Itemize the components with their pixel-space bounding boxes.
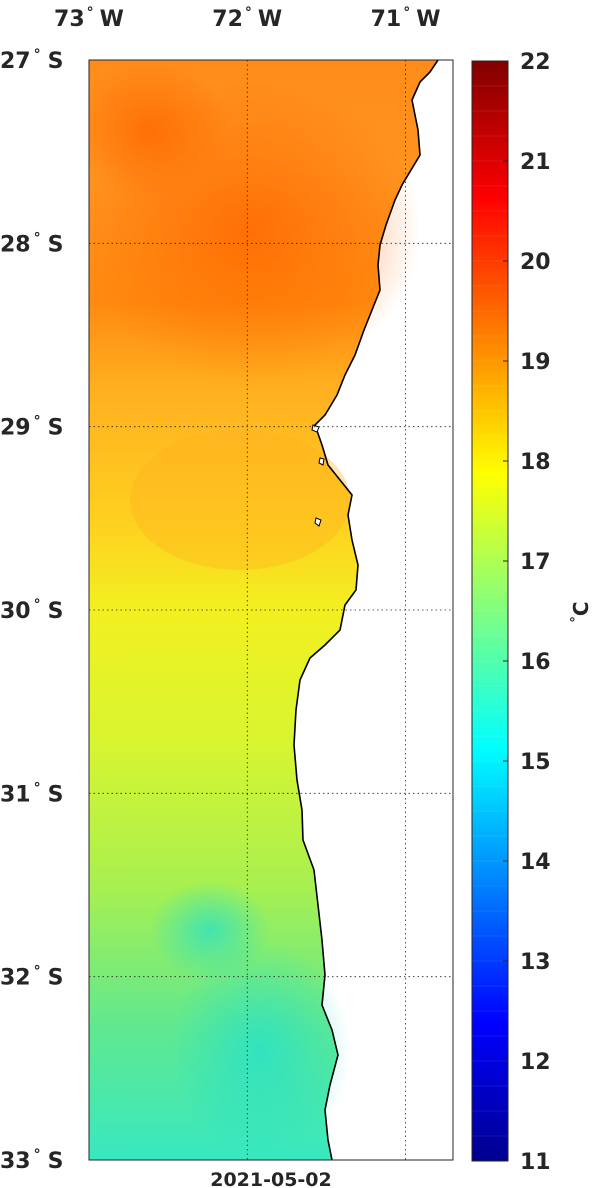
colorbar-frame <box>471 60 509 1162</box>
warm-anomaly <box>130 430 350 570</box>
lat-tick-labels: 27 ° S 28 ° S 29 ° S 30 ° S 31 ° S 32 ° S 33 ° S <box>0 47 63 1174</box>
island <box>314 517 322 527</box>
graticule <box>89 60 453 1160</box>
colorbar-tick-label: 11 <box>520 1150 551 1175</box>
colorbar-tick-label: 15 <box>520 750 551 775</box>
island <box>318 457 325 466</box>
colorbar-tick-label: 12 <box>520 1050 551 1075</box>
lon-tick-label: 73 ° W <box>54 5 124 32</box>
lat-tick-label: 32 ° S <box>0 964 63 991</box>
lat-tick-label: 33 ° S <box>0 1147 63 1174</box>
colorbar-fill <box>472 61 508 1161</box>
colorbar: 22 21 20 19 18 17 16 15 14 13 12 11 °C <box>471 50 593 1175</box>
colorbar-tick-label: 18 <box>520 450 551 475</box>
lon-tick-labels: 73 ° W 72 ° W 71 ° W <box>54 5 440 32</box>
coastline <box>293 60 439 1160</box>
warm-anomaly <box>89 60 230 200</box>
colorbar-tick-label: 20 <box>520 250 551 275</box>
colorbar-tick-label: 14 <box>520 850 551 875</box>
island <box>311 424 320 433</box>
lon-tick-label: 71 ° W <box>371 5 441 32</box>
colorbar-tick-label: 21 <box>520 150 551 175</box>
lat-tick-label: 27 ° S <box>0 47 63 74</box>
colorbar-tick-label: 19 <box>520 350 551 375</box>
lat-tick-label: 30 ° S <box>0 597 63 624</box>
cool-anomaly <box>150 880 270 980</box>
colorbar-tick-label: 13 <box>520 950 551 975</box>
colorbar-tick-label: 17 <box>520 550 551 575</box>
lat-tick-label: 28 ° S <box>0 230 63 257</box>
lon-tick-label: 72 ° W <box>212 5 282 32</box>
colorbar-tick-label: 22 <box>520 50 551 75</box>
colorbar-tick-labels: 22 21 20 19 18 17 16 15 14 13 12 11 <box>503 50 551 1175</box>
lat-tick-label: 29 ° S <box>0 414 63 441</box>
colorbar-unit-label: °C <box>569 601 593 622</box>
lat-tick-label: 31 ° S <box>0 780 63 807</box>
cool-anomaly <box>170 940 350 1160</box>
map-panel: 73 ° W 72 ° W 71 ° W 27 ° S 28 ° S 29 ° S 30 ° S 31 ° S 32 ° S 33 °… <box>0 5 454 1188</box>
colorbar-steps <box>472 60 508 1137</box>
map-frame <box>88 59 454 1161</box>
date-label: 2021-05-02 <box>210 1169 332 1188</box>
colorbar-tick-label: 16 <box>520 650 551 675</box>
